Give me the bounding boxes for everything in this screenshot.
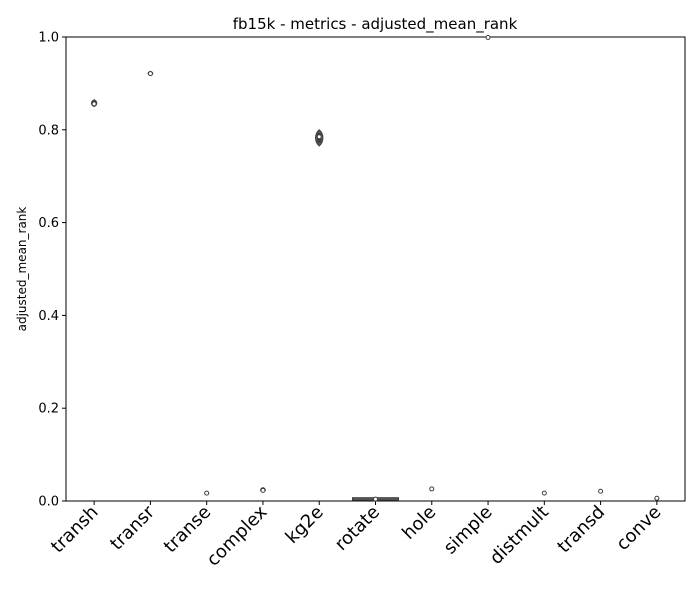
y-tick-label: 0.8 [38, 123, 59, 138]
x-tick-label: complex [203, 501, 272, 570]
x-tick-label: transh [47, 502, 103, 558]
y-tick-label: 0.2 [38, 402, 59, 417]
violin-kg2e [315, 129, 324, 147]
y-tick-label: 0.0 [38, 495, 59, 510]
y-axis-label: adjusted_mean_rank [15, 207, 29, 332]
violin-median [373, 496, 378, 502]
violin-median [598, 488, 604, 494]
x-tick-label: distmult [486, 502, 553, 569]
violin-transh [90, 99, 98, 108]
violin-conve [654, 495, 660, 501]
x-tick-label: conve [612, 502, 665, 555]
x-tick-label: kg2e [282, 502, 328, 548]
plot-area: 0.0 0.2 0.4 0.6 0.8 1.0 transh transr transecomp… [38, 31, 686, 570]
violin-median [91, 101, 97, 107]
violin-median [429, 486, 435, 492]
y-tick-label: 0.6 [38, 216, 59, 231]
violin-transr [147, 70, 154, 77]
violin-median [485, 34, 491, 40]
violin-complex [260, 487, 266, 493]
x-tick-label: rotate [331, 502, 384, 555]
violin-median [541, 490, 547, 496]
x-tick-label: hole [398, 502, 440, 544]
violin-transe [204, 490, 210, 496]
violin-median [204, 490, 210, 496]
y-tick-label: 1.0 [38, 31, 59, 46]
x-tick-label: transe [160, 502, 215, 557]
x-tick-label: simple [440, 502, 497, 559]
x-tick-label: transd [553, 502, 609, 558]
violin-transd [598, 488, 604, 494]
violin-median [654, 495, 660, 501]
violin-median [316, 134, 322, 140]
violin-hole [429, 486, 435, 492]
chart-title: fb15k - metrics - adjusted_mean_rank [233, 15, 518, 34]
y-tick-label: 0.4 [38, 309, 59, 324]
violin-rotate [352, 496, 399, 502]
violin-distmult [541, 490, 547, 496]
x-tick-label: transr [106, 501, 159, 554]
violin-simple [485, 34, 491, 40]
violin-median [260, 487, 266, 493]
violin-median [147, 71, 153, 77]
axes-frame [65, 36, 686, 502]
